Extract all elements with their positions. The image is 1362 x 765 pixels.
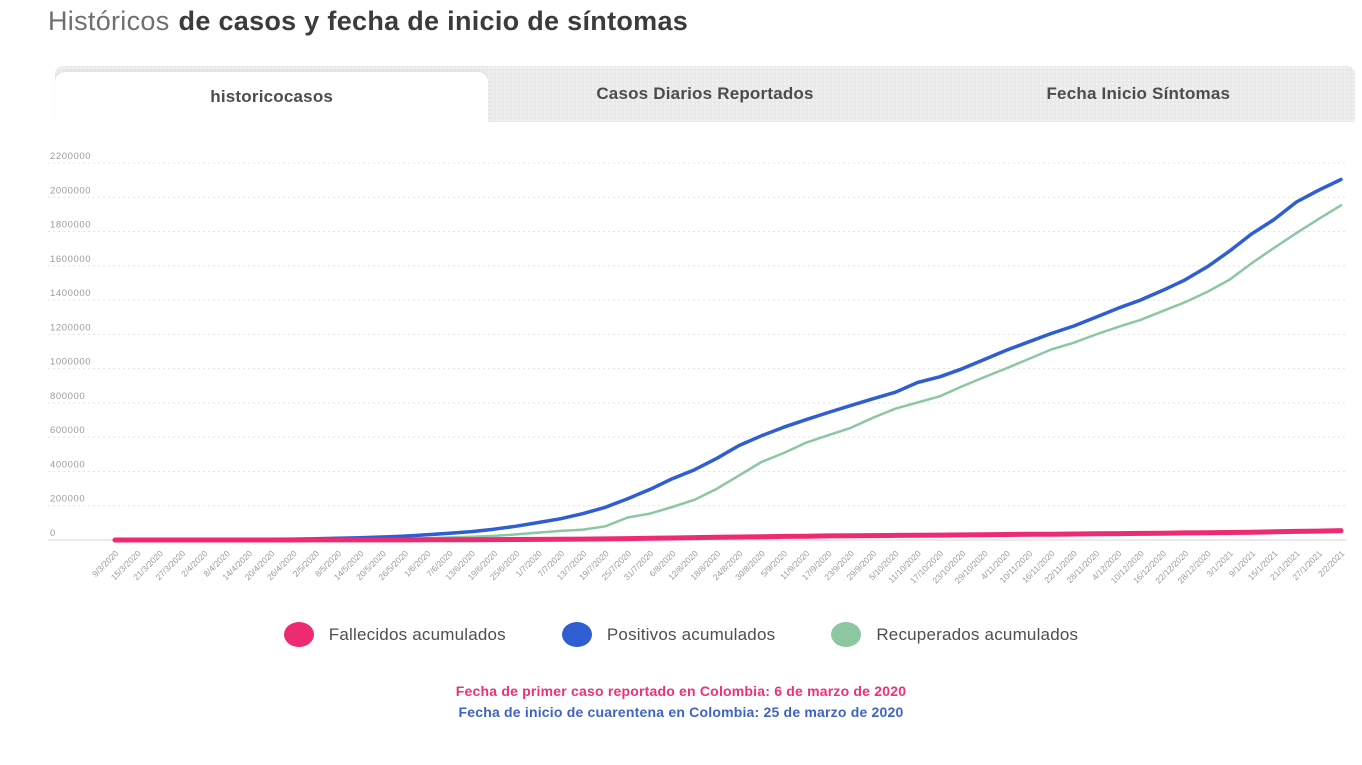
svg-text:1800000: 1800000 (50, 220, 91, 231)
svg-text:400000: 400000 (50, 459, 85, 470)
page-title-bold: de casos y fecha de inicio de síntomas (178, 6, 689, 36)
legend-label-recuperados: Recuperados acumulados (876, 624, 1079, 644)
chart-canvas[interactable]: 0 200000 400000 600000 800000 1000000 1200000 1… (0, 130, 1362, 620)
legend-label-positivos: Positivos acumulados (606, 624, 776, 644)
y-axis-labels: 0 200000 400000 600000 800000 1000000 1200000 1… (50, 151, 91, 539)
y-gridlines (48, 162, 1346, 541)
footer-notes: Fecha de primer caso reportado en Colomb… (0, 681, 1362, 723)
svg-text:200000: 200000 (50, 494, 85, 505)
svg-text:1600000: 1600000 (50, 254, 91, 265)
quarantine-note: Fecha de inicio de cuarentena en Colombi… (458, 704, 904, 720)
legend-item-recuperados[interactable]: Recuperados acumulados (831, 622, 1078, 647)
x-axis-labels: 9/3/202015/3/202021/3/202027/3/20202/4/2… (90, 548, 1347, 585)
tab-historicocasos[interactable]: historicocasos (55, 72, 489, 122)
svg-text:800000: 800000 (50, 391, 85, 402)
tab-casos-diarios-reportados[interactable]: Casos Diarios Reportados (596, 84, 814, 103)
series-line-0 (112, 528, 1344, 543)
page-title-light: Históricos (48, 6, 170, 36)
series-line-2 (113, 204, 1343, 542)
svg-text:2000000: 2000000 (50, 185, 91, 196)
svg-text:2200000: 2200000 (50, 151, 91, 162)
legend-marker-fallecidos-icon (283, 622, 314, 647)
svg-text:1200000: 1200000 (50, 322, 91, 333)
line-chart: 0 200000 400000 600000 800000 1000000 1200000 1… (0, 130, 1362, 620)
legend-item-positivos[interactable]: Positivos acumulados (561, 622, 776, 647)
tab-fecha-inicio-sintomas[interactable]: Fecha Inicio Síntomas (1046, 84, 1231, 103)
svg-text:600000: 600000 (50, 425, 85, 436)
legend-marker-positivos-icon (561, 622, 592, 647)
first-case-note: Fecha de primer caso reportado en Colomb… (455, 683, 907, 699)
series-line-1 (113, 177, 1343, 542)
svg-text:1000000: 1000000 (50, 357, 91, 368)
svg-text:0: 0 (50, 528, 56, 539)
chart-legend: Fallecidos acumulados Positivos acumulad… (0, 622, 1362, 647)
legend-label-fallecidos: Fallecidos acumulados (328, 624, 506, 644)
svg-text:1400000: 1400000 (50, 288, 91, 299)
legend-item-fallecidos[interactable]: Fallecidos acumulados (283, 622, 506, 647)
tab-bar: historicocasos Casos Diarios Reportados … (55, 66, 1355, 122)
page-title: Históricos de casos y fecha de inicio de … (48, 6, 688, 37)
legend-marker-recuperados-icon (831, 622, 862, 647)
